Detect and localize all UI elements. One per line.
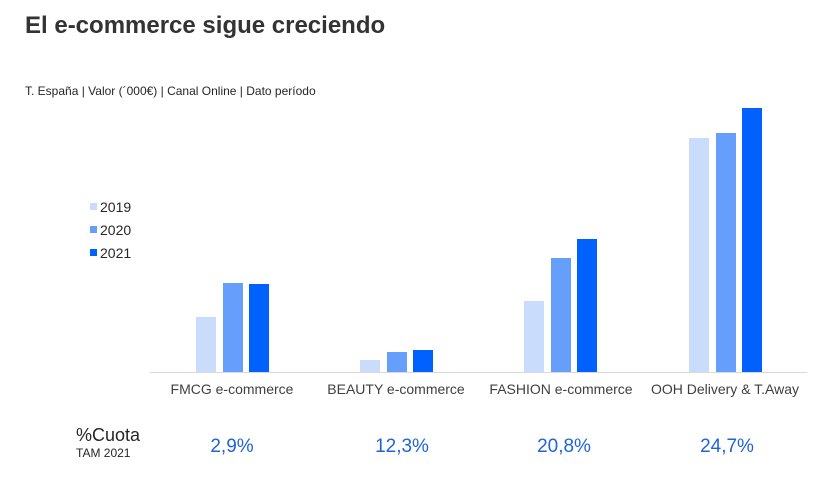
legend-swatch-2019 [90,203,97,210]
bar-2021 [742,108,762,372]
bar-2020 [550,258,571,372]
share-subtitle: TAM 2021 [76,446,131,460]
legend-label: 2021 [100,244,132,261]
category-label: BEAUTY e-commerce [327,381,465,397]
share-value: 12,3% [375,436,429,457]
legend-item-2020: 2020 [90,218,131,241]
share-value: 24,7% [700,436,754,457]
x-axis-line [150,372,807,373]
category-label: FASHION e-commerce [489,381,633,397]
legend-label: 2020 [100,221,132,238]
bar-2019 [689,138,709,372]
bar-2019 [524,301,544,372]
bar-2019 [360,360,380,372]
bar-2021 [249,284,269,372]
category-label: FMCG e-commerce [170,381,294,397]
share-value: 2,9% [210,436,254,457]
legend-label: 2019 [100,198,132,215]
legend-item-2019: 2019 [90,195,131,218]
chart-subtitle: T. España | Valor (´000€) | Canal Online… [25,84,316,98]
bar-2021 [413,350,433,372]
legend-item-2021: 2021 [90,241,131,264]
legend: 2019 2020 2021 [90,195,131,264]
chart-title: El e-commerce sigue creciendo [25,12,386,39]
plot-area [150,90,807,372]
category-label: OOH Delivery & T.Away [650,381,800,397]
bar-2020 [386,352,407,372]
bar-2021 [577,239,597,372]
legend-swatch-2021 [90,249,97,256]
bar-2020 [222,283,243,372]
share-value: 20,8% [537,436,591,457]
legend-swatch-2020 [90,226,97,233]
bar-2020 [715,133,736,372]
share-title: %Cuota [76,425,141,445]
bar-2019 [196,317,216,372]
